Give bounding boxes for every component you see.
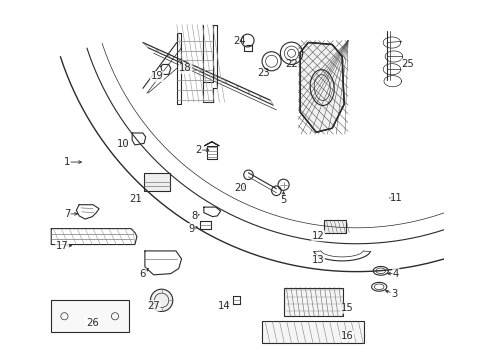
Text: 2: 2	[195, 145, 202, 155]
Polygon shape	[300, 42, 344, 132]
Bar	[51, 300, 129, 332]
Text: 14: 14	[218, 301, 230, 311]
Text: 4: 4	[392, 269, 398, 279]
Text: 11: 11	[389, 193, 402, 203]
Text: 21: 21	[129, 194, 142, 204]
Bar	[324, 220, 346, 233]
Bar	[262, 321, 363, 343]
Text: 15: 15	[340, 303, 353, 313]
Text: 18: 18	[179, 63, 191, 73]
Text: 8: 8	[191, 211, 198, 221]
Text: 12: 12	[311, 231, 324, 241]
Text: 24: 24	[233, 36, 245, 46]
Text: 20: 20	[234, 183, 246, 193]
Bar	[144, 173, 170, 191]
Text: 13: 13	[311, 255, 324, 265]
Text: 7: 7	[64, 209, 70, 219]
Text: 22: 22	[285, 59, 297, 69]
Text: 10: 10	[117, 139, 129, 149]
Text: 16: 16	[340, 331, 353, 341]
Text: 27: 27	[147, 301, 160, 311]
Text: 9: 9	[188, 224, 195, 234]
Text: 3: 3	[390, 289, 396, 298]
Text: 17: 17	[56, 241, 68, 251]
Text: 26: 26	[86, 318, 99, 328]
Text: 5: 5	[280, 195, 286, 205]
Text: 6: 6	[140, 269, 146, 279]
Bar	[283, 288, 342, 316]
Text: 19: 19	[150, 71, 163, 81]
Text: 1: 1	[64, 157, 70, 167]
Text: 23: 23	[257, 68, 269, 78]
Circle shape	[150, 289, 172, 311]
Text: 25: 25	[401, 59, 413, 69]
